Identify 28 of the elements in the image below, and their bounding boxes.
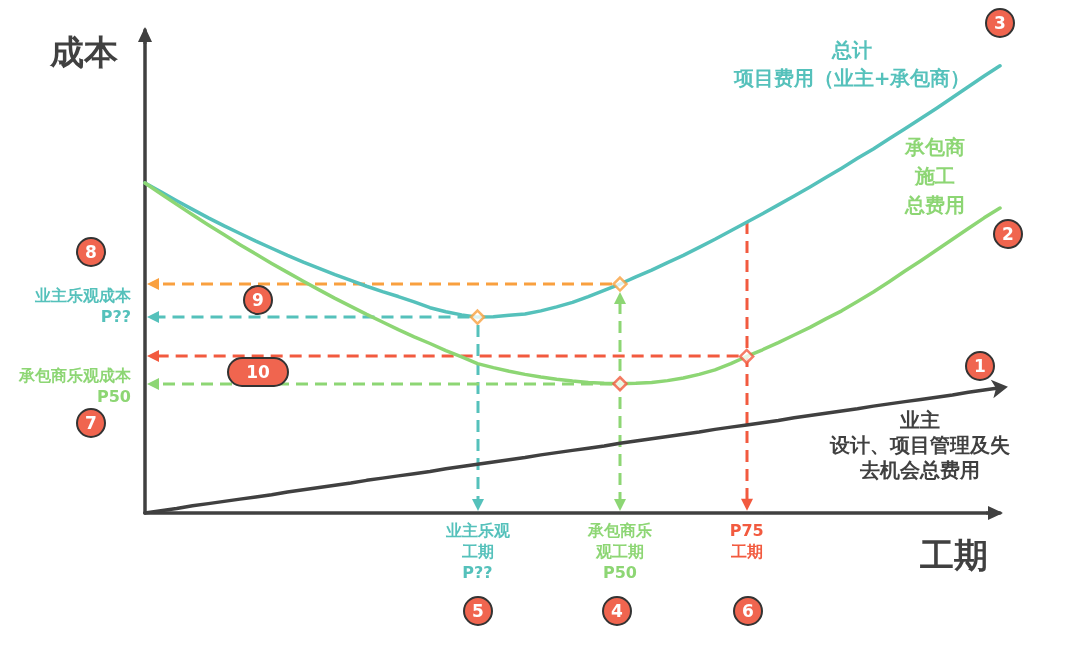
circle-badge: 8 (76, 237, 106, 267)
circle-badge: 5 (463, 596, 493, 626)
annotation: 1 (974, 354, 986, 378)
x-tick-label: P75工期 (729, 521, 764, 561)
point (469, 309, 486, 325)
point (738, 348, 755, 365)
point (990, 379, 1008, 399)
x-tick-label: 承包商乐观工期P50 (587, 521, 652, 582)
point (612, 276, 628, 292)
series-label: 业主设计、项目管理及失去机会总费用 (829, 407, 1010, 482)
circle-badge: 3 (985, 8, 1015, 38)
x-tick-label: 业主乐观工期P?? (444, 521, 511, 582)
x-axis-title: 工期 (919, 535, 988, 575)
text: 承包商乐观成本P50 (18, 366, 132, 406)
circle-badge: 6 (733, 596, 763, 626)
annotation: 9 (252, 288, 264, 312)
series-label: 总计项目费用（业主+承包商） (732, 37, 971, 90)
annotation: 10 (246, 360, 270, 384)
series-label: 承包商施工总费用 (904, 134, 965, 217)
point (612, 376, 628, 392)
circle-badge: 7 (76, 408, 106, 438)
circle-badge: 10 (227, 357, 289, 387)
y-axis-title: 成本 (49, 32, 119, 72)
circle-badge: 2 (993, 219, 1023, 249)
circle-badge: 1 (965, 351, 995, 381)
text: 业主乐观成本P?? (34, 286, 132, 326)
circle-badge: 9 (243, 285, 273, 315)
circle-badge: 4 (602, 596, 632, 626)
